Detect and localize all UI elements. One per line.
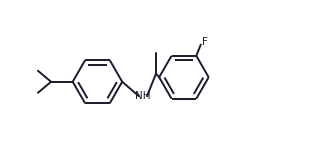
Text: NH: NH	[135, 91, 150, 101]
Text: F: F	[202, 37, 208, 47]
